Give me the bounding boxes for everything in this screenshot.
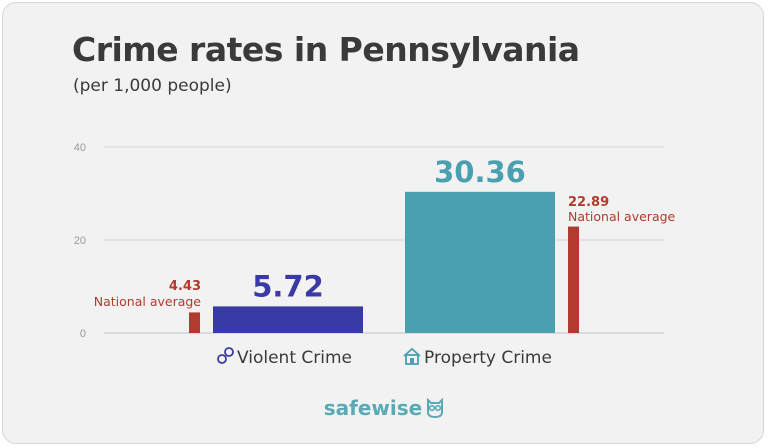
house-icon [403, 347, 421, 365]
y-tick-label: 20 [74, 235, 86, 247]
handcuffs-icon [217, 347, 234, 364]
y-tick-label: 0 [80, 328, 86, 340]
y-tick-label: 40 [74, 142, 86, 154]
chart-title: Crime rates in Pennsylvania [72, 30, 580, 69]
bar [405, 191, 555, 333]
national-average-bar [189, 312, 200, 333]
chart-subtitle: (per 1,000 people) [73, 76, 232, 96]
national-average-value: 4.43 [169, 279, 201, 294]
bar-value-label: 30.36 [434, 155, 526, 189]
owl-icon [426, 397, 444, 423]
x-category-label: Property Crime [424, 348, 552, 368]
logo-text: safewise [323, 396, 423, 420]
national-average-bar [568, 226, 579, 333]
bar-value-label: 5.72 [252, 269, 324, 303]
chart-card [2, 2, 764, 444]
safewise-logo: safewise [0, 396, 768, 423]
x-category-label: Violent Crime [237, 348, 352, 368]
national-average-label: National average [568, 209, 676, 224]
bar [213, 306, 363, 333]
national-average-value: 22.89 [568, 195, 609, 210]
national-average-label: National average [94, 294, 202, 309]
